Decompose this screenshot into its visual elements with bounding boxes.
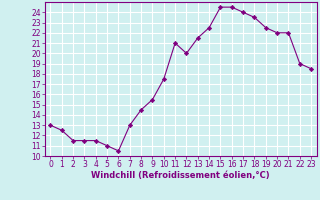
- X-axis label: Windchill (Refroidissement éolien,°C): Windchill (Refroidissement éolien,°C): [92, 171, 270, 180]
